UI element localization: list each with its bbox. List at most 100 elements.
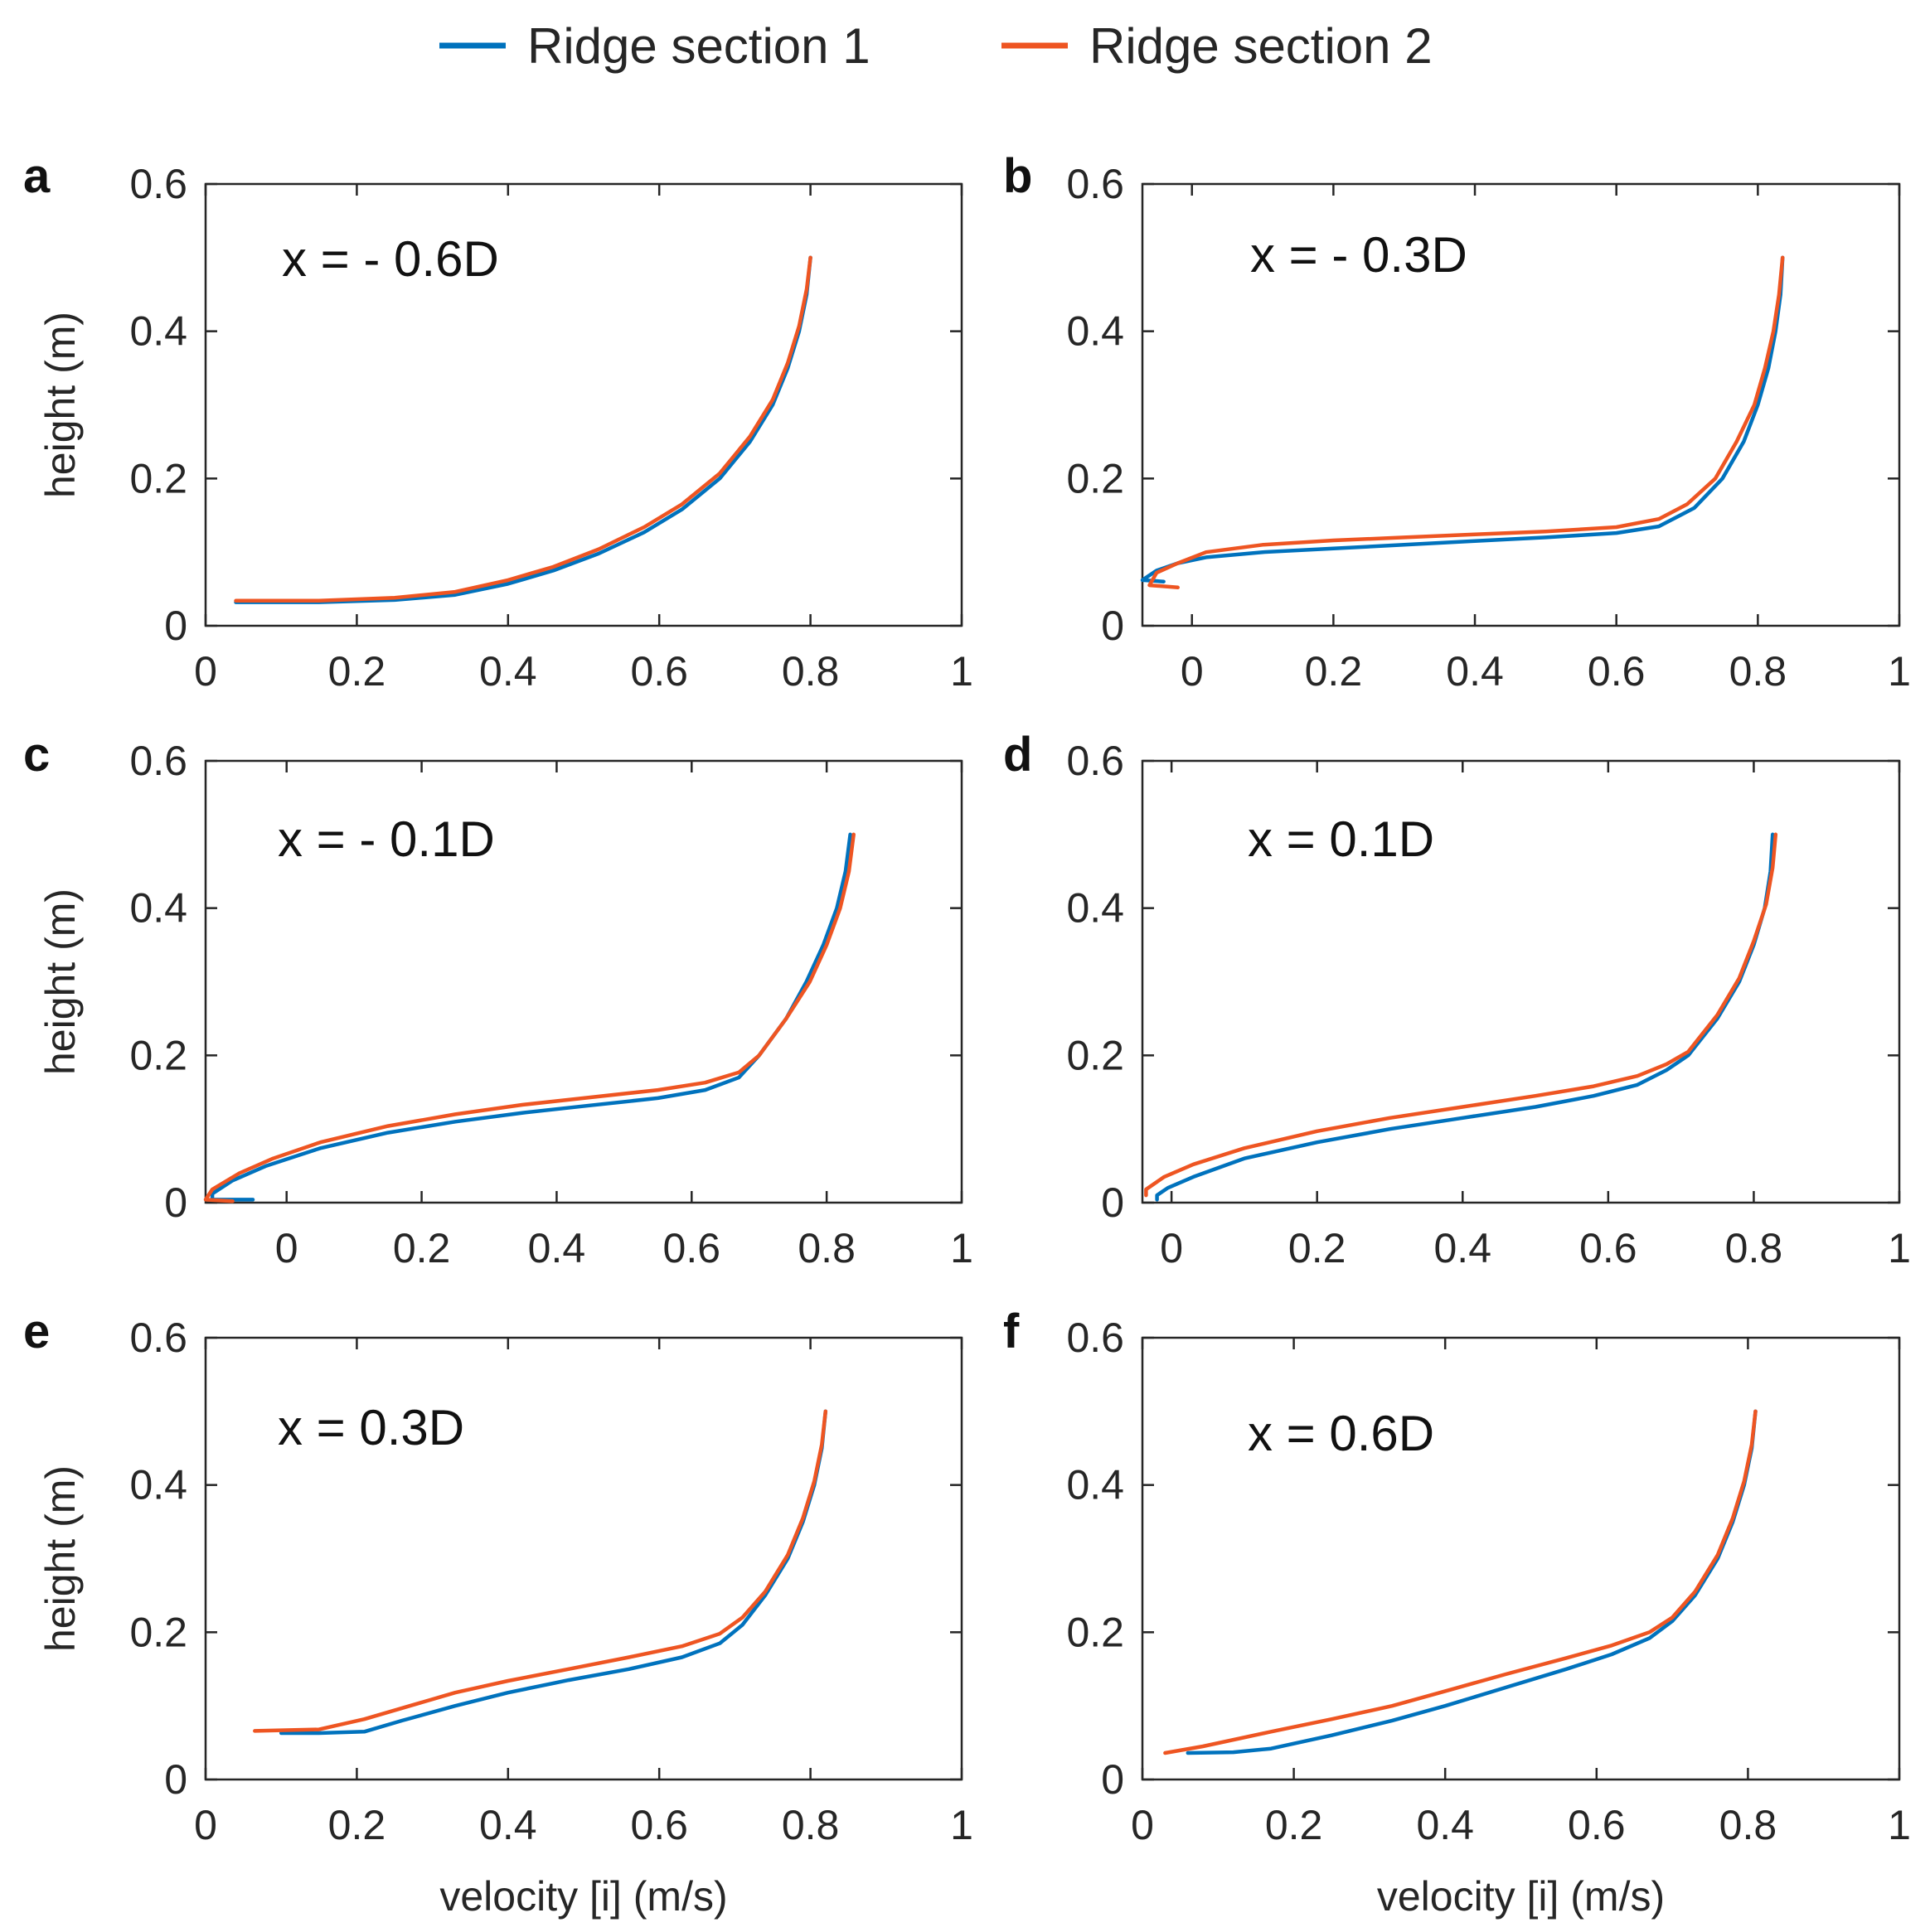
axes-box: [204, 182, 963, 627]
x-tick-label: 1: [1888, 648, 1911, 695]
series-line-ridge-section-2: [1147, 255, 1785, 590]
x-tick-label: 0.6: [1579, 1225, 1637, 1271]
x-tick-label: 0.6: [663, 1225, 721, 1271]
series-line-ridge-section-2: [203, 832, 856, 1203]
position-annotation: x = 0.1D: [1248, 811, 1434, 867]
x-tick-label: 0.8: [1729, 648, 1787, 695]
x-tick-label: 0.2: [393, 1225, 451, 1271]
y-tick-label: 0.2: [1066, 1609, 1124, 1655]
y-tick-label: 0.6: [1066, 738, 1124, 784]
x-tick-label: 0.2: [1305, 648, 1363, 695]
y-tick-label: 0.6: [1066, 161, 1124, 207]
x-tick-label: 0.6: [630, 1802, 688, 1848]
series-line-ridge-section-1: [1186, 1409, 1758, 1755]
axes-box: [1141, 1336, 1901, 1781]
x-tick-label: 0.4: [1416, 1802, 1474, 1848]
y-tick-label: 0: [164, 1179, 187, 1226]
y-tick-label: 0: [164, 1756, 187, 1803]
axes-box: [1141, 759, 1901, 1204]
y-tick-label: 0.4: [1066, 885, 1124, 932]
y-tick-label: 0.4: [1066, 1462, 1124, 1508]
series-line-ridge-section-1: [279, 1409, 828, 1736]
x-tick-label: 0.6: [630, 648, 688, 695]
y-tick-label: 0.6: [129, 161, 187, 207]
x-tick-label: 1: [950, 1225, 973, 1271]
y-tick-label: 0.2: [1066, 1032, 1124, 1078]
axes-box: [204, 1336, 963, 1781]
x-tick-label: 0.2: [328, 648, 386, 695]
y-axis-label: height (m): [37, 312, 84, 498]
y-tick-label: 0.6: [129, 1315, 187, 1361]
y-tick-label: 0.6: [129, 738, 187, 784]
axes-box: [204, 759, 963, 1204]
panel-letter: b: [1003, 149, 1032, 203]
x-tick-label: 0.8: [798, 1225, 856, 1271]
panel-letter: f: [1003, 1305, 1020, 1358]
x-tick-label: 0.2: [328, 1802, 386, 1848]
y-axis-label: height (m): [37, 1465, 84, 1652]
x-tick-label: 0.2: [1265, 1802, 1323, 1848]
y-axis-label: height (m): [37, 889, 84, 1075]
x-tick-label: 0.6: [1588, 648, 1646, 695]
series-line-ridge-section-1: [210, 832, 852, 1202]
panel-d: 0 0.2 0.4 0.6 0.8 1 0 0.2 0.4 0.6 d x = 0.1D: [1003, 728, 1911, 1271]
panel-e: 0 0.2 0.4 0.6 0.8 1 0 0.2 0.4 0.6 height (m) veloci…: [23, 1305, 973, 1920]
position-annotation: x = - 0.6D: [282, 231, 499, 287]
panel-letter: a: [23, 149, 51, 203]
legend-label-1: Ridge section 1: [527, 18, 870, 74]
y-tick-label: 0: [1101, 1756, 1124, 1803]
x-tick-label: 1: [1888, 1225, 1911, 1271]
y-tick-label: 0.4: [129, 885, 187, 932]
y-tick-label: 0.4: [1066, 308, 1124, 355]
x-tick-label: 0.6: [1568, 1802, 1626, 1848]
x-tick-label: 0.4: [479, 648, 537, 695]
series-line-ridge-section-1: [1140, 255, 1785, 583]
x-tick-label: 0.8: [782, 1802, 840, 1848]
position-annotation: x = 0.6D: [1248, 1406, 1434, 1461]
panel-b: 0 0.2 0.4 0.6 0.8 1 0 0.2 0.4 0.6 b x = - 0.3D: [1003, 149, 1911, 695]
x-tick-label: 0: [1131, 1802, 1154, 1848]
x-tick-label: 0.4: [479, 1802, 537, 1848]
x-axis-label: velocity [i] (m/s): [1377, 1873, 1665, 1920]
position-annotation: x = - 0.3D: [1250, 227, 1467, 283]
series-line-ridge-section-2: [234, 255, 812, 603]
panel-f: 0 0.2 0.4 0.6 0.8 1 0 0.2 0.4 0.6 velocity [i] (m/…: [1003, 1305, 1911, 1920]
legend-label-2: Ridge section 2: [1089, 18, 1433, 74]
panel-letter: d: [1003, 728, 1032, 782]
x-tick-label: 0.8: [1725, 1225, 1783, 1271]
legend-entry-1: Ridge section 1: [439, 18, 870, 74]
position-annotation: x = - 0.1D: [278, 811, 495, 867]
panel-letter: c: [23, 728, 50, 782]
panel-letter: e: [23, 1305, 50, 1358]
panel-c: 0 0.2 0.4 0.6 0.8 1 0 0.2 0.4 0.6 height (m) c x = -…: [23, 728, 973, 1271]
y-tick-label: 0: [1101, 603, 1124, 649]
x-tick-label: 0: [1181, 648, 1204, 695]
y-tick-label: 0.2: [129, 455, 187, 501]
x-tick-label: 1: [1888, 1802, 1911, 1848]
x-tick-label: 0.4: [1446, 648, 1504, 695]
x-tick-label: 0.8: [1719, 1802, 1777, 1848]
y-tick-label: 0.2: [129, 1609, 187, 1655]
x-tick-label: 0: [194, 1802, 217, 1848]
x-tick-label: 1: [950, 648, 973, 695]
x-tick-label: 0: [1160, 1225, 1183, 1271]
panel-a: 0 0.2 0.4 0.6 0.8 1 0 0.2 0.4 0.6 height (m) a x = -…: [23, 149, 973, 695]
y-tick-label: 0.2: [129, 1032, 187, 1078]
y-tick-label: 0: [164, 603, 187, 649]
series-line-ridge-section-1: [234, 255, 812, 604]
x-tick-label: 0: [275, 1225, 298, 1271]
x-axis-label: velocity [i] (m/s): [439, 1873, 727, 1920]
y-tick-label: 0.6: [1066, 1315, 1124, 1361]
legend-entry-2: Ridge section 2: [1001, 18, 1433, 74]
x-tick-label: 0.2: [1288, 1225, 1346, 1271]
y-tick-label: 0.4: [129, 308, 187, 355]
series-line-ridge-section-2: [253, 1409, 828, 1733]
x-tick-label: 0: [194, 648, 217, 695]
x-tick-label: 0.8: [782, 648, 840, 695]
x-tick-label: 0.4: [1434, 1225, 1492, 1271]
position-annotation: x = 0.3D: [278, 1400, 464, 1455]
x-tick-label: 0.4: [528, 1225, 586, 1271]
y-tick-label: 0.2: [1066, 455, 1124, 501]
series-line-ridge-section-2: [1163, 1409, 1758, 1755]
